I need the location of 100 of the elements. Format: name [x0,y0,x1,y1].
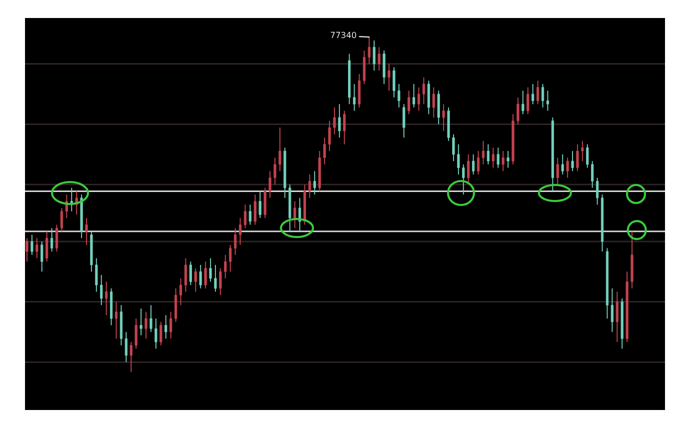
candlestick [124,331,128,363]
candlestick [85,218,88,246]
candlestick [358,73,361,108]
candlestick [55,224,58,252]
candlestick [189,261,192,286]
candlestick [492,147,494,168]
candlestick [323,137,326,165]
candlestick [30,234,34,256]
candlestick [532,84,534,105]
candlestick [496,147,500,168]
candlestick [546,90,550,112]
candlestick [526,86,530,115]
candlestick [268,170,272,198]
candlestick [254,194,256,226]
candlestick [224,254,227,279]
candlestick [353,84,356,112]
candlestick [179,278,182,306]
candlestick [338,104,341,138]
candlestick [576,144,579,172]
candlestick [209,258,212,282]
candlestick [36,238,38,259]
candlestick [368,36,370,64]
candlestick [408,90,410,115]
candlestick [561,154,564,175]
candlestick [199,264,202,289]
candlestick [482,140,485,165]
candlestick [472,154,475,175]
candlestick [46,230,48,262]
candlestick [398,84,400,108]
candlestick [50,228,54,252]
candlestick [95,258,98,292]
candlestick [333,106,336,135]
candlestick [610,288,614,332]
candlestick [566,157,569,178]
candlestick [174,288,178,322]
candlestick [170,311,172,340]
candlestick [258,190,262,219]
candlestick [313,170,316,196]
candlestick [26,238,28,262]
candlestick [154,318,158,350]
candlestick [184,258,187,292]
candlestick [308,174,311,198]
candlestick [144,311,148,340]
candlestick [105,281,108,316]
candlestick [442,104,445,132]
candlestick [194,268,197,292]
candlestick [476,150,480,175]
candlestick [40,240,44,272]
candlestick [278,127,282,172]
candlestick [274,157,276,185]
annotation: 77340 [330,32,356,38]
candlestick [150,304,152,332]
candlestick [412,84,416,108]
candlestick [427,80,430,115]
candlestick [248,204,252,226]
candlestick [264,187,266,219]
candlestick [457,144,460,175]
candlestick [571,150,574,172]
candlestick [114,301,118,340]
candlestick [244,204,246,229]
candlestick [581,140,584,162]
candlestick [462,164,465,196]
candlestick [586,144,589,168]
candlestick [372,40,376,72]
candlestick [522,90,524,115]
candlestick [160,321,162,346]
candlestick [591,160,594,188]
candlestick [536,80,540,105]
candlestick [382,50,386,84]
candlestick [134,318,138,350]
candlestick [362,50,366,84]
candlestick [616,291,618,342]
candlestick [140,308,142,336]
candlestick [328,120,331,152]
candlestick [293,200,296,229]
candlestick [417,86,420,112]
candlestick [100,274,103,306]
candlestick [219,268,222,296]
candlestick [238,218,242,246]
candlestick [556,157,559,185]
candlestick [486,144,490,165]
candlestick [234,228,237,256]
candlestick [502,150,504,172]
candlestick [506,150,510,168]
candlestick [60,207,63,232]
candlestick [516,96,520,125]
candlestick [388,63,390,92]
candlestick [452,134,455,162]
candlestick [422,76,426,105]
candlestick [204,261,207,289]
candlestick [130,342,132,373]
candlestick [343,110,346,145]
candlestick [437,90,440,125]
candlestick [378,46,380,72]
candlestick [164,314,168,340]
candlestick [541,84,544,108]
candlestick [392,66,396,98]
candlestick [214,264,217,292]
candlestick [229,244,232,272]
candlestick [596,177,599,206]
